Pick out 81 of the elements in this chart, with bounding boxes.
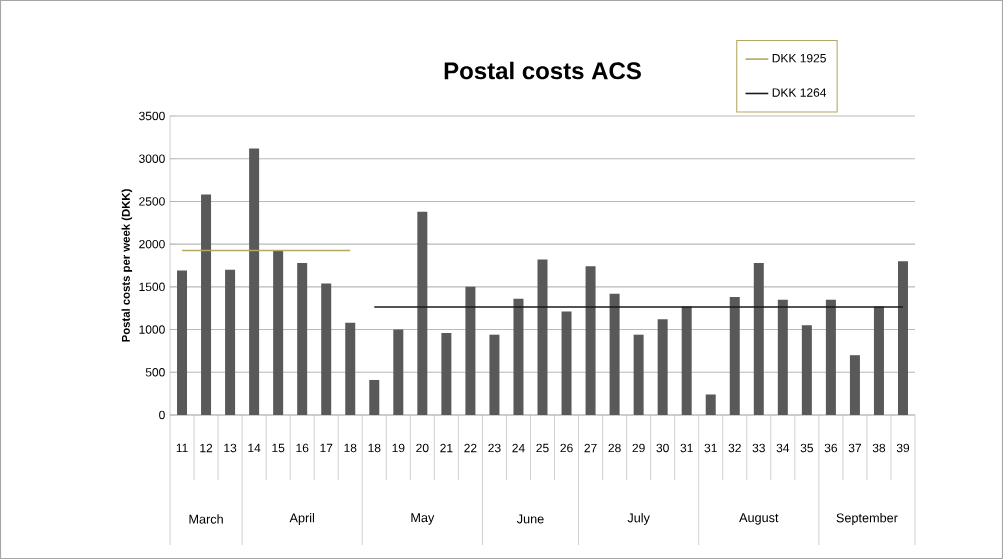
x-tick-label: 19 xyxy=(392,443,405,453)
x-tick-label: 27 xyxy=(584,443,597,453)
y-tick-label: 1500 xyxy=(139,282,165,292)
bar xyxy=(705,394,716,415)
x-tick-label: 23 xyxy=(488,443,501,453)
bar xyxy=(465,286,476,415)
bar xyxy=(489,334,500,415)
bar xyxy=(825,299,836,415)
x-tick-label: 29 xyxy=(632,443,645,453)
y-tick-label: 3500 xyxy=(139,111,165,121)
text: August xyxy=(739,513,779,525)
y-tick-label: 3000 xyxy=(139,154,165,163)
x-tick-label: 30 xyxy=(656,443,669,453)
bar xyxy=(369,379,380,415)
bar xyxy=(201,194,212,415)
x-tick-label: 37 xyxy=(848,443,861,453)
x-tick-label: 20 xyxy=(416,443,429,453)
x-tick-label: 31 xyxy=(704,443,717,453)
x-tick-label: 15 xyxy=(272,443,285,453)
bar xyxy=(897,261,908,415)
x-tick-label: 16 xyxy=(296,443,309,453)
x-tick-label: 14 xyxy=(248,443,261,453)
bar xyxy=(657,319,668,415)
bar xyxy=(729,297,740,415)
bar xyxy=(393,329,404,415)
y-tick-label: 2500 xyxy=(139,197,165,206)
x-tick-label: 24 xyxy=(512,443,525,453)
x-tick-label: 28 xyxy=(608,443,621,453)
bar xyxy=(777,299,788,415)
text: March xyxy=(189,514,223,524)
bar xyxy=(585,266,596,415)
x-tick-label: 38 xyxy=(872,443,886,453)
bar xyxy=(537,259,548,415)
y-tick-label: 0 xyxy=(159,410,165,420)
bar xyxy=(801,325,812,415)
bar xyxy=(849,355,860,415)
bar xyxy=(609,293,620,415)
x-tick-label: 11 xyxy=(176,443,188,453)
bar xyxy=(753,262,764,415)
bar xyxy=(273,250,284,415)
x-tick-label: 36 xyxy=(824,443,838,453)
bar xyxy=(561,311,572,415)
bar xyxy=(249,148,260,415)
text: June xyxy=(516,514,544,524)
bar xyxy=(345,322,356,415)
x-tick-label: 35 xyxy=(800,443,814,453)
bar xyxy=(177,270,188,415)
x-tick-label: 33 xyxy=(752,443,765,453)
x-tick-label: 25 xyxy=(536,443,549,453)
legend-label: DKK 1264 xyxy=(772,88,827,97)
x-tick-label: 18 xyxy=(344,443,357,453)
bar xyxy=(441,332,452,415)
x-tick-label: 17 xyxy=(320,443,333,453)
bar xyxy=(297,262,308,415)
x-tick-label: 32 xyxy=(728,443,741,453)
bar xyxy=(417,211,428,415)
y-tick-label: 1000 xyxy=(139,325,165,334)
bar xyxy=(513,298,524,415)
text: July xyxy=(627,513,650,525)
bar xyxy=(873,306,884,415)
x-tick-label: 22 xyxy=(464,443,477,453)
legend-label: DKK 1925 xyxy=(772,53,826,63)
y-axis-title: Postal costs per week (DKK) xyxy=(121,189,133,342)
text: May xyxy=(411,513,435,525)
chart-title: Postal costs ACS xyxy=(444,61,641,80)
bar xyxy=(321,283,332,415)
text: April xyxy=(289,513,314,525)
bar xyxy=(225,269,236,415)
y-tick-label: 2000 xyxy=(139,239,165,249)
y-tick-label: 500 xyxy=(145,368,165,377)
x-tick-label: 13 xyxy=(224,443,237,453)
x-tick-label: 39 xyxy=(896,443,910,453)
x-tick-label: 34 xyxy=(776,443,790,453)
bar xyxy=(681,306,692,415)
text: September xyxy=(836,513,898,525)
x-tick-label: 26 xyxy=(560,443,573,453)
x-tick-label: 18 xyxy=(368,443,381,453)
bar xyxy=(633,334,644,415)
x-tick-label: 31 xyxy=(680,443,693,453)
x-tick-label: 12 xyxy=(200,443,213,453)
x-tick-label: 21 xyxy=(440,443,453,453)
